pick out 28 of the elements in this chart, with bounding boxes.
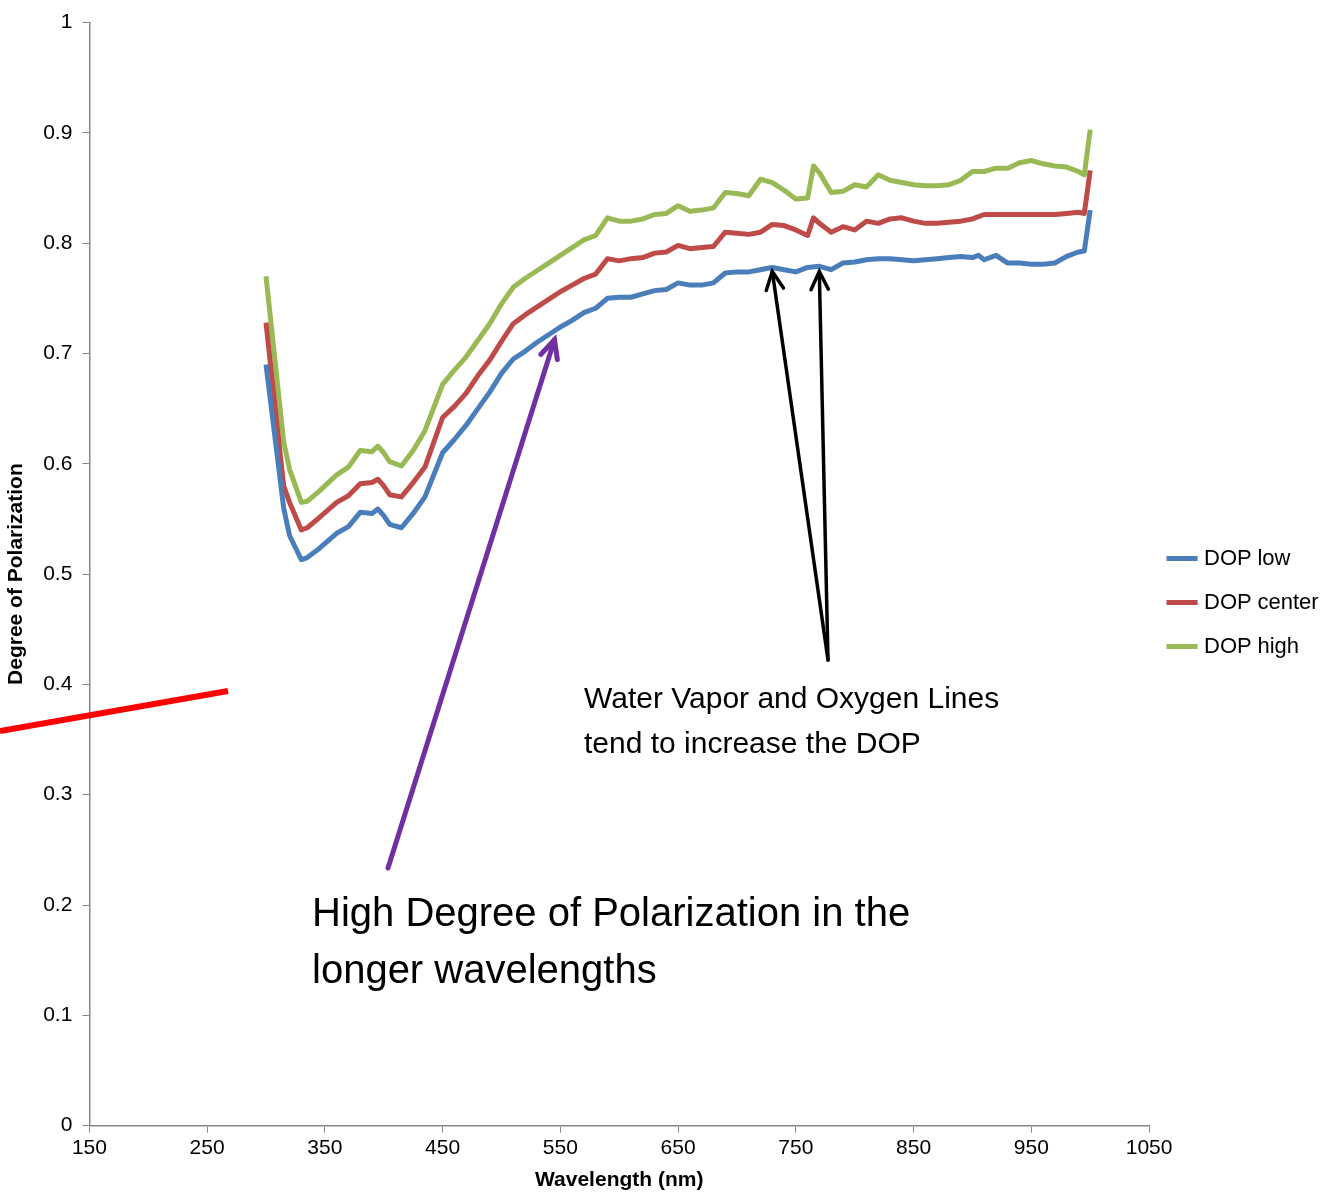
y-tick-label: 0.1 (43, 1002, 73, 1026)
x-tick-label: 650 (660, 1135, 696, 1158)
y-tick-label: 0.8 (43, 230, 73, 253)
y-tick-label: 0.4 (43, 671, 73, 695)
y-tick-label: 0.3 (43, 781, 73, 805)
y-tick-label: 0.7 (43, 340, 73, 364)
x-tick-label: 550 (542, 1135, 578, 1158)
annotation: High Degree of Polarization in the longer wavelengths (312, 889, 912, 993)
x-tick-label: 950 (1013, 1135, 1049, 1158)
y-tick-label: 0.6 (43, 450, 73, 474)
y-tick-label: 1 (60, 9, 73, 33)
annotation: Water Vapor and Oxygen Lines tend to increase the DOP (584, 680, 1001, 761)
x-tick-label: 250 (189, 1135, 225, 1158)
y-tick-label: 0.2 (43, 891, 73, 915)
x-tick-label: 150 (71, 1135, 107, 1158)
y-axis-title: Degree of Polarization (3, 463, 27, 685)
legend-label: DOP center (1204, 588, 1319, 614)
legend-label: DOP low (1204, 544, 1291, 570)
y-tick-label: 0.9 (43, 119, 73, 143)
x-tick-label: 850 (896, 1135, 932, 1158)
y-tick-label: 0 (60, 1112, 73, 1136)
x-tick-label: 350 (307, 1135, 343, 1158)
x-axis-title: Wavelength (nm) (535, 1167, 704, 1191)
y-tick-label: 0.5 (43, 560, 73, 584)
x-tick-label: 450 (425, 1135, 461, 1158)
legend-label: DOP high (1204, 632, 1300, 658)
x-tick-label: 750 (778, 1135, 814, 1158)
x-tick-label: 1050 (1125, 1135, 1173, 1158)
